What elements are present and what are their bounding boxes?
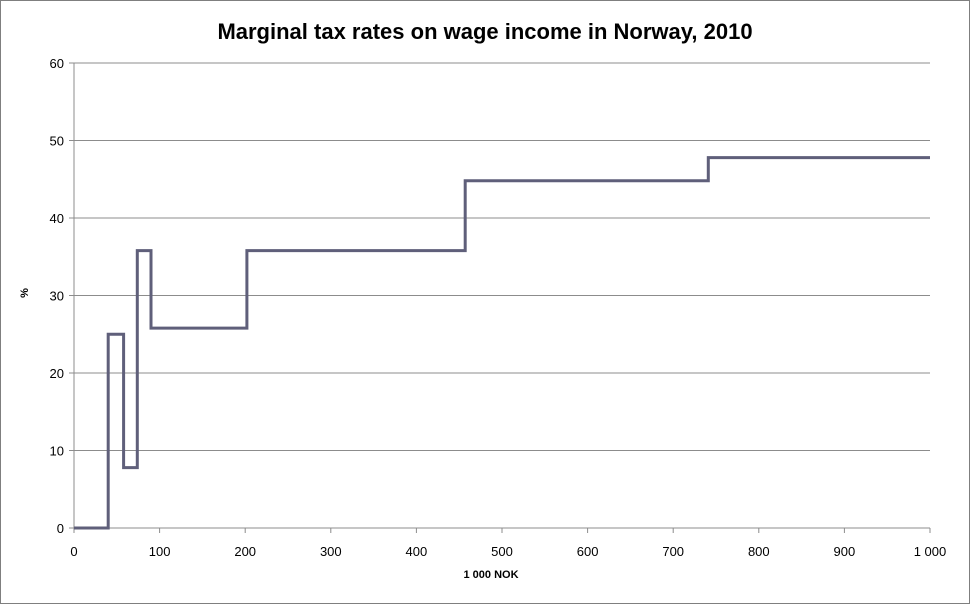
chart-title: Marginal tax rates on wage income in Nor…	[217, 19, 753, 44]
x-tick-label: 100	[149, 544, 171, 559]
x-tick-label: 300	[320, 544, 342, 559]
x-axis-label: 1 000 NOK	[463, 569, 519, 581]
y-tick-label: 50	[50, 134, 64, 149]
x-tick-label: 1 000	[914, 544, 947, 559]
y-tick-label: 0	[57, 521, 64, 536]
y-tick-label: 30	[50, 289, 64, 304]
x-tick-label: 800	[748, 544, 770, 559]
x-tick-label: 200	[234, 544, 256, 559]
y-tick-label: 60	[50, 56, 64, 71]
series-group	[74, 156, 930, 530]
x-tick-label: 900	[834, 544, 856, 559]
y-tick-labels: 0 10 20 30 40 50 60	[50, 56, 64, 536]
series-line	[74, 156, 930, 530]
y-tick-label: 10	[50, 444, 64, 459]
y-tick-label: 40	[50, 211, 64, 226]
y-axis-label: %	[19, 288, 31, 298]
x-tick-labels: 0 100 200 300 400 500 600 700 800 900 1 000	[70, 544, 946, 559]
x-tick-label: 700	[662, 544, 684, 559]
x-tick-label: 500	[491, 544, 513, 559]
x-tick-label: 400	[406, 544, 428, 559]
axes	[69, 62, 931, 533]
y-tick-label: 20	[50, 366, 64, 381]
gridlines	[74, 62, 930, 451]
x-tick-label: 0	[70, 544, 77, 559]
x-tick-label: 600	[577, 544, 599, 559]
